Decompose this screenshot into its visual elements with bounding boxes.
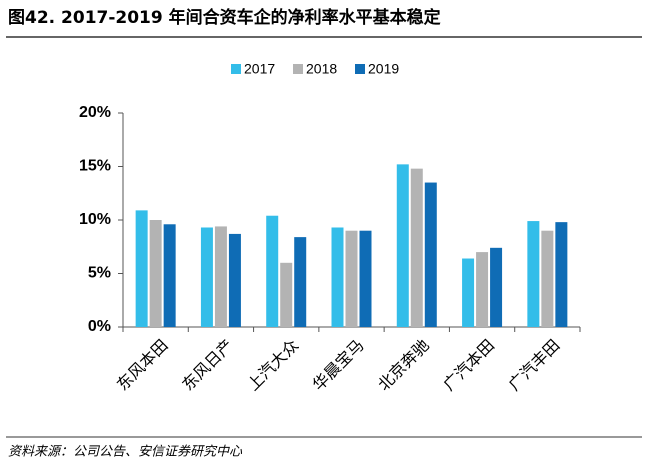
x-tick-label: 东风日产	[178, 336, 237, 395]
bar	[294, 237, 307, 327]
y-tick-label: 15%	[79, 158, 111, 175]
bar	[266, 215, 279, 327]
y-tick-label: 0%	[88, 318, 111, 335]
x-tick-label: 广汽丰田	[505, 336, 564, 395]
legend-swatch	[355, 64, 365, 74]
bar	[214, 226, 227, 327]
x-tick-label: 广汽本田	[439, 336, 498, 395]
bar	[410, 168, 423, 327]
bar	[280, 262, 293, 327]
bar	[555, 222, 568, 327]
bar	[527, 221, 540, 327]
bar	[476, 252, 489, 327]
chart-title: 图42. 2017-2019 年间合资车企的净利率水平基本稳定	[8, 7, 441, 28]
bar	[490, 247, 503, 327]
y-tick-label: 10%	[79, 211, 111, 228]
source: 资料来源：公司公告、安信证券研究中心	[8, 444, 243, 460]
y-tick-label: 5%	[88, 265, 111, 282]
x-tick-label: 北京奔驰	[374, 336, 433, 395]
bar	[396, 164, 409, 327]
bar	[149, 220, 162, 327]
legend-label: 2019	[368, 61, 399, 77]
bar	[331, 227, 344, 327]
bar	[135, 210, 148, 327]
bar	[462, 258, 475, 327]
x-tick-label: 东风本田	[113, 336, 172, 395]
y-tick-label: 20%	[79, 104, 111, 121]
bar	[359, 230, 372, 327]
bar	[345, 230, 358, 327]
bar	[200, 227, 213, 327]
bar	[163, 224, 176, 327]
bar	[541, 230, 554, 327]
x-tick-label: 华晨宝马	[309, 336, 368, 395]
legend-swatch	[293, 64, 303, 74]
x-tick-label: 上汽大众	[244, 336, 303, 395]
legend-swatch	[231, 64, 241, 74]
legend-label: 2018	[306, 61, 337, 77]
bar	[228, 233, 241, 327]
bar	[424, 182, 437, 327]
legend-label: 2017	[244, 61, 275, 77]
